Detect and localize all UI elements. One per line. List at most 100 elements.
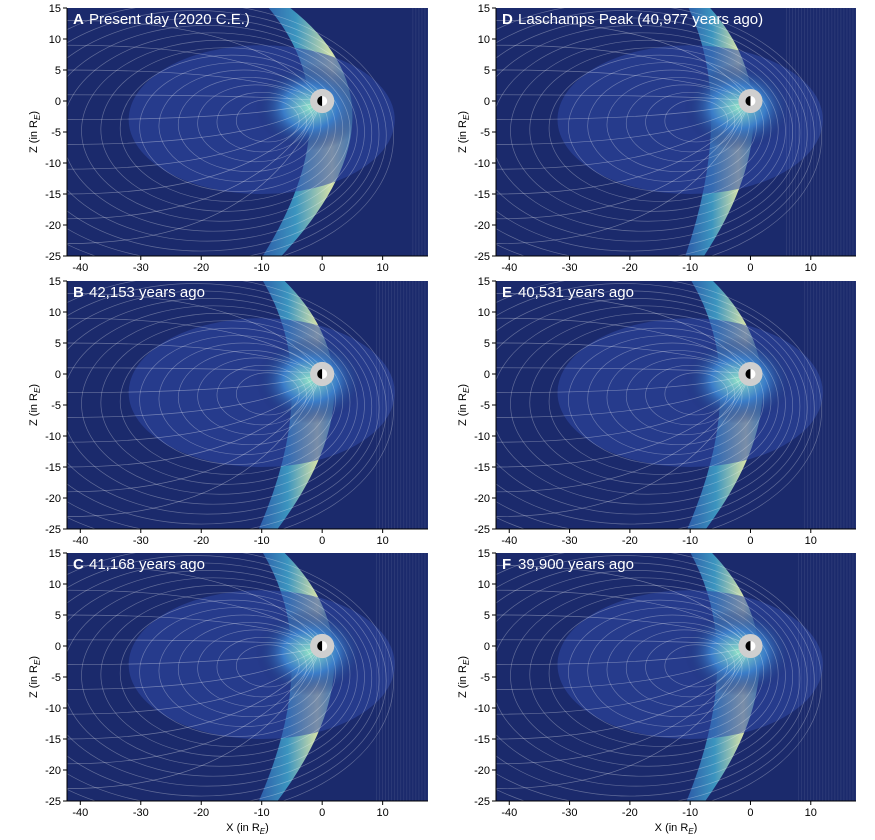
panel-title: 42,153 years ago bbox=[89, 284, 205, 301]
y-tick-label: 5 bbox=[55, 610, 61, 622]
y-tick-label: -25 bbox=[45, 796, 61, 808]
x-tick-label: -20 bbox=[622, 262, 638, 274]
xlabel-part: E bbox=[688, 827, 694, 835]
streamline bbox=[496, 281, 822, 529]
field-line bbox=[496, 100, 751, 120]
ylabel-part: Z (in R bbox=[457, 393, 469, 426]
streamline bbox=[664, 99, 728, 143]
ylabel-label: Z (in RE) bbox=[457, 384, 471, 426]
streamline bbox=[177, 350, 322, 446]
field-image bbox=[496, 8, 856, 256]
field-line bbox=[496, 645, 751, 740]
x-tick-label: -30 bbox=[133, 807, 149, 819]
y-tick-label: 0 bbox=[484, 96, 490, 108]
panel-title: 39,900 years ago bbox=[518, 556, 634, 573]
streamline bbox=[529, 320, 779, 485]
inner-region bbox=[684, 608, 793, 696]
streamline bbox=[216, 636, 307, 698]
y-tick-label: -25 bbox=[474, 524, 490, 536]
streamline bbox=[67, 283, 387, 529]
streamline bbox=[496, 577, 793, 777]
ylabel-part: ) bbox=[28, 111, 40, 115]
panel-letter: F bbox=[502, 556, 511, 573]
earth-day bbox=[750, 369, 756, 379]
y-tick-label: 15 bbox=[49, 548, 61, 560]
ylabel-part: Z (in R bbox=[28, 665, 40, 698]
x-tick-label: 10 bbox=[377, 807, 389, 819]
streamline bbox=[510, 312, 786, 495]
streamline bbox=[81, 584, 358, 767]
field-line bbox=[496, 44, 751, 102]
y-tick-label: 5 bbox=[484, 65, 490, 77]
streamline bbox=[235, 644, 300, 688]
streamline bbox=[67, 281, 394, 529]
field-line bbox=[67, 100, 323, 195]
x-tick-label: -20 bbox=[622, 535, 638, 547]
x-tick-label: 0 bbox=[319, 262, 325, 274]
x-tick-label: -40 bbox=[72, 535, 88, 547]
panel-title: Laschamps Peak (40,977 years ago) bbox=[518, 11, 763, 28]
streamline bbox=[67, 553, 394, 801]
streamline bbox=[67, 32, 365, 232]
streamline bbox=[510, 39, 786, 222]
y-tick-label: -20 bbox=[474, 493, 490, 505]
x-tick-label: -20 bbox=[622, 807, 638, 819]
ylabel-part: ) bbox=[457, 384, 469, 388]
streamline bbox=[606, 350, 750, 446]
field-line bbox=[496, 20, 751, 102]
ylabel-label: Z (in RE) bbox=[28, 656, 42, 698]
streamline bbox=[100, 47, 351, 212]
field-line bbox=[496, 373, 751, 468]
x-tick-label: -40 bbox=[501, 262, 517, 274]
streamline bbox=[496, 283, 815, 529]
field-line bbox=[496, 565, 751, 647]
x-tick-label: 10 bbox=[377, 262, 389, 274]
streamline bbox=[496, 17, 808, 252]
panel-letter: B bbox=[73, 284, 84, 301]
panel-title: Present day (2020 C.E.) bbox=[89, 11, 250, 28]
y-tick-label: -5 bbox=[480, 672, 490, 684]
x-tick-label: 0 bbox=[747, 807, 753, 819]
xlabel-label: X (in RE) bbox=[226, 822, 269, 835]
y-tick-label: -10 bbox=[474, 158, 490, 170]
y-tick-label: 10 bbox=[49, 34, 61, 46]
x-tick-label: -30 bbox=[562, 535, 578, 547]
x-tick-label: -40 bbox=[501, 535, 517, 547]
field-line bbox=[496, 317, 751, 375]
field-line bbox=[67, 373, 323, 443]
streamline bbox=[496, 570, 801, 787]
y-tick-label: 10 bbox=[49, 579, 61, 591]
streamline bbox=[496, 25, 801, 242]
streamline bbox=[625, 84, 743, 163]
field-line bbox=[496, 69, 751, 102]
y-tick-label: 5 bbox=[55, 338, 61, 350]
x-tick-label: -10 bbox=[682, 535, 698, 547]
streamline bbox=[81, 312, 358, 495]
streamline bbox=[67, 555, 387, 801]
streamline bbox=[235, 372, 300, 416]
streamline bbox=[100, 320, 351, 485]
streamline bbox=[496, 555, 815, 801]
xlabel-part: ) bbox=[694, 822, 698, 834]
inner-region bbox=[684, 63, 793, 151]
xlabel-part: E bbox=[260, 827, 266, 835]
y-tick-label: -5 bbox=[51, 400, 61, 412]
field-line bbox=[67, 373, 323, 418]
field-line bbox=[67, 373, 323, 468]
streamline bbox=[158, 69, 329, 182]
field-line bbox=[496, 645, 751, 665]
streamline bbox=[529, 592, 779, 757]
field-line bbox=[496, 100, 751, 170]
earth-day bbox=[750, 96, 756, 106]
streamline bbox=[81, 39, 358, 222]
streamline bbox=[568, 62, 765, 192]
y-tick-label: -15 bbox=[474, 734, 490, 746]
y-tick-label: 5 bbox=[55, 65, 61, 77]
inner-region bbox=[255, 336, 365, 424]
ylabel-part: E bbox=[462, 659, 471, 665]
streamline bbox=[119, 599, 344, 747]
streamline bbox=[67, 10, 387, 256]
x-tick-label: -30 bbox=[562, 807, 578, 819]
earth-day bbox=[322, 369, 328, 379]
field-line bbox=[67, 645, 323, 665]
